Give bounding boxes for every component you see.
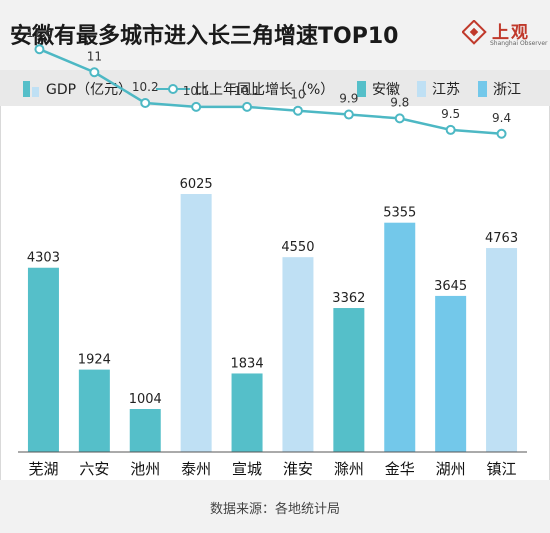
logo-icon bbox=[462, 20, 487, 45]
legend-anhui: 安徽 bbox=[357, 79, 400, 99]
growth-point bbox=[34, 44, 45, 55]
legend-jiangsu: 江苏 bbox=[417, 79, 460, 99]
legend-zhejiang-label: 浙江 bbox=[493, 82, 521, 98]
bar-value-label: 4763 bbox=[485, 231, 518, 246]
bar-池州 bbox=[129, 409, 161, 452]
legend-gdp: GDP（亿元） bbox=[22, 79, 132, 99]
growth-point bbox=[496, 128, 507, 139]
x-tick-label: 池州 bbox=[130, 460, 160, 478]
data-source: 数据来源：各地统计局 bbox=[209, 502, 340, 517]
bar-镇江 bbox=[486, 248, 518, 452]
growth-point bbox=[343, 109, 354, 120]
x-tick-label: 镇江 bbox=[487, 460, 517, 478]
growth-point bbox=[140, 98, 151, 109]
bar-宣城 bbox=[231, 373, 263, 452]
x-tick-label: 泰州 bbox=[181, 460, 211, 478]
growth-value-label: 9.5 bbox=[441, 107, 460, 121]
bar-value-label: 5355 bbox=[383, 206, 416, 221]
x-tick-label: 芜湖 bbox=[28, 460, 58, 478]
growth-value-label: 10.2 bbox=[132, 80, 159, 94]
growth-point bbox=[242, 101, 253, 112]
bar-value-label: 6025 bbox=[180, 177, 213, 192]
bar-淮安 bbox=[282, 257, 314, 452]
legend-gdp-icon bbox=[23, 81, 39, 97]
legend-jiangsu-label: 江苏 bbox=[432, 82, 460, 98]
legend-growth-icon bbox=[156, 84, 190, 94]
growth-point bbox=[191, 101, 202, 112]
legend-gdp-label: GDP（亿元） bbox=[46, 82, 133, 98]
growth-point bbox=[292, 105, 303, 116]
legend-zhejiang-swatch bbox=[478, 81, 487, 97]
growth-value-label: 10.1 bbox=[234, 84, 261, 98]
legend-jiangsu-swatch bbox=[417, 81, 426, 97]
bar-六安 bbox=[78, 369, 110, 452]
x-tick-label: 湖州 bbox=[436, 460, 466, 478]
growth-value-label: 11 bbox=[87, 49, 102, 63]
bar-value-label: 1004 bbox=[129, 392, 162, 407]
x-tick-label: 淮安 bbox=[283, 460, 313, 478]
bar-value-label: 3362 bbox=[332, 291, 365, 306]
growth-value-label: 10.1 bbox=[183, 84, 210, 98]
growth-value-label: 9.8 bbox=[390, 95, 409, 109]
chart-title: 安徽有最多城市进入长三角增速TOP10 bbox=[10, 24, 399, 49]
growth-point bbox=[394, 113, 405, 124]
growth-value-label: 10 bbox=[290, 88, 305, 102]
growth-value-label: 9.4 bbox=[492, 111, 511, 125]
growth-point bbox=[445, 124, 456, 135]
logo-text: 上观 bbox=[492, 23, 530, 43]
bar-滁州 bbox=[333, 308, 365, 452]
x-tick-label: 金华 bbox=[385, 460, 415, 478]
bar-泰州 bbox=[180, 194, 212, 452]
legend-anhui-label: 安徽 bbox=[372, 82, 400, 98]
bar-value-label: 1924 bbox=[78, 353, 111, 368]
bar-金华 bbox=[384, 222, 416, 452]
bar-value-label: 4303 bbox=[27, 251, 60, 266]
growth-value-label: 11.6 bbox=[26, 26, 53, 40]
bar-value-label: 3645 bbox=[434, 279, 467, 294]
logo-subtitle: Shanghai Observer bbox=[490, 40, 548, 47]
x-tick-label: 滁州 bbox=[334, 460, 364, 478]
bar-value-label: 1834 bbox=[231, 356, 264, 371]
legend-growth: 比上年同比增长（%） bbox=[155, 79, 334, 99]
x-tick-label: 宣城 bbox=[232, 460, 262, 478]
legend-anhui-swatch bbox=[357, 81, 366, 97]
logo: 上观 Shanghai Observer bbox=[462, 18, 547, 58]
growth-value-label: 9.9 bbox=[339, 92, 358, 106]
legend-zhejiang: 浙江 bbox=[478, 79, 521, 99]
footer-area bbox=[0, 480, 550, 533]
title-bar bbox=[0, 0, 550, 70]
bar-湖州 bbox=[435, 295, 467, 452]
growth-line bbox=[38, 48, 502, 136]
legend-growth-label: 比上年同比增长（%） bbox=[195, 82, 335, 98]
growth-point bbox=[89, 67, 100, 78]
bar-value-label: 4550 bbox=[281, 240, 314, 255]
bar-芜湖 bbox=[27, 267, 59, 452]
x-tick-label: 六安 bbox=[79, 460, 109, 478]
